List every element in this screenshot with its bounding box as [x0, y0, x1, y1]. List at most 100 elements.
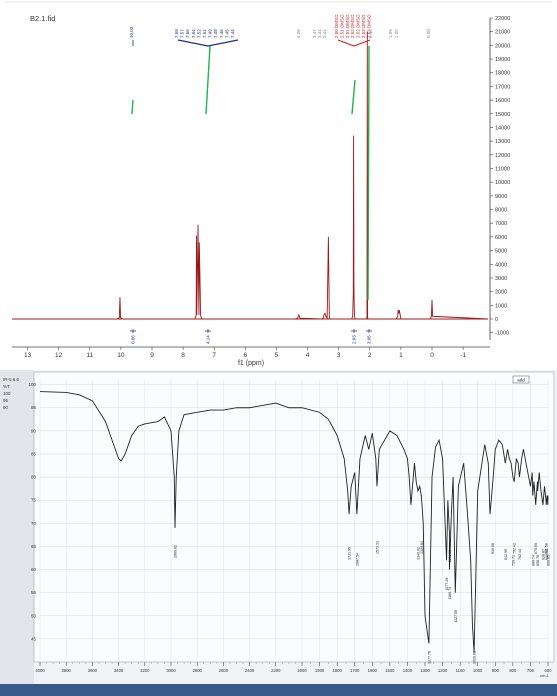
nmr-peak-labels-other: 4.28 3.47 3.44 3.41 2.08 1.09 1.05 0.00 — [296, 29, 431, 38]
nmr-peak-label-gray: 1.05 — [394, 29, 399, 38]
nmr-integral-curve-dmso-region — [351, 79, 356, 115]
ir-x-tick-label: 900 — [492, 668, 500, 673]
ir-y-tick-label: 95 — [31, 405, 37, 410]
nmr-peak-label-gray: 3.44 — [317, 29, 322, 38]
ir-peak-label: 1340.02 — [416, 547, 420, 560]
nmr-x-tick-label: 10 — [117, 352, 125, 359]
nmr-y-tick-label: 2000 — [495, 290, 507, 296]
nmr-peak-label-blue: 7.48 — [213, 29, 218, 38]
ir-peak-label: 1020.61 — [473, 651, 477, 664]
nmr-y-tick-label: 10000 — [495, 180, 510, 186]
ir-y-tick-label: 45 — [31, 636, 37, 641]
nmr-peak-label-blue: 7.46 — [219, 29, 224, 38]
ir-side-text-line: 90 — [3, 405, 9, 410]
nmr-y-tick-label: 17000 — [495, 84, 510, 90]
ir-peak-label: 609.90 — [545, 549, 549, 560]
nmr-peak-label-red: 2.53 DMSO — [361, 14, 366, 38]
ir-side-panel-text: IR-5.6.6 %T 100 95 90 — [3, 377, 20, 410]
ir-peak-label: 1687.54 — [355, 553, 359, 566]
nmr-peak-label-blue: 10.03 — [129, 26, 134, 38]
ir-peak-label: 600.85 — [546, 555, 550, 566]
nmr-integral-label: 4.14 — [206, 335, 211, 344]
ir-x-tick-label: 3400 — [114, 668, 124, 673]
nmr-y-tick-label: 9000 — [495, 194, 507, 200]
ir-y-tick-label: 85 — [31, 451, 37, 456]
ir-x-tick-label: 1200 — [438, 668, 448, 673]
ir-peak-label: 1277.76 — [427, 651, 431, 664]
ir-y-tick-label: 55 — [31, 590, 37, 595]
nmr-y-tick-label: 16000 — [495, 98, 510, 104]
nmr-peak-label-blue: 7.45 — [224, 29, 229, 38]
nmr-x-tick-label: 7 — [212, 352, 216, 359]
ir-peak-label: 916.00 — [491, 543, 495, 554]
nmr-y-tick-label: 14000 — [495, 125, 510, 131]
ir-y-tick-label: 75 — [31, 498, 37, 503]
nmr-y-tick-label: 11000 — [495, 167, 510, 173]
nmr-integral-bracket — [351, 329, 357, 333]
ir-y-tick-label: 80 — [31, 475, 37, 480]
ir-y-tick-label: 50 — [31, 613, 37, 618]
nmr-y-axis: 2200021000200001900018000170001600015000… — [489, 16, 510, 340]
ir-peak-label: 1161.00 — [448, 550, 452, 563]
nmr-x-tick-label: -1 — [460, 352, 466, 359]
ir-peak-label: 1731.95 — [348, 547, 352, 560]
ir-peak-label: 762.44 — [518, 549, 522, 560]
nmr-y-tick-label: 0 — [495, 317, 498, 323]
ir-add-button-label[interactable]: add — [517, 378, 525, 383]
ir-x-tick-label: 600 — [545, 668, 553, 673]
nmr-y-tick-label: 18000 — [495, 71, 510, 77]
ir-peak-label: 799.71 — [511, 555, 515, 566]
nmr-y-tick-label: 19000 — [495, 57, 510, 63]
nmr-peak-label-blue: 7.57 — [180, 29, 185, 38]
ir-x-tick-label: 2600 — [219, 668, 229, 673]
ir-y-tick-label: 60 — [31, 567, 37, 572]
ir-peak-labels: 2969.62 1731.95 1687.54 1573.31 1340.02 1277.… — [173, 541, 550, 664]
nmr-integral-label: 3.05 — [367, 335, 372, 344]
ir-peak-label: 1177.29 — [445, 578, 449, 591]
ir-x-tick-label: 3600 — [88, 668, 98, 673]
nmr-peak-label-gray: 0.00 — [426, 29, 431, 38]
nmr-peak-label-gray: 1.09 — [388, 29, 393, 38]
nmr-peak-label-blue: 7.58 — [174, 29, 179, 38]
nmr-integral-curves — [131, 45, 370, 301]
ir-plot-area — [33, 371, 555, 663]
nmr-peak-label-red: 2.52 DMSO — [350, 14, 355, 38]
nmr-integral-bracket — [205, 329, 211, 333]
ir-peak-label: 792.42 — [513, 543, 517, 554]
ir-peak-label: 628.87 — [541, 549, 545, 560]
ir-add-button[interactable]: add — [512, 375, 530, 384]
nmr-x-tick-label: 5 — [275, 352, 279, 359]
nmr-y-tick-label: -1000 — [495, 331, 509, 337]
ir-x-unit: cm-1 — [540, 673, 550, 678]
nmr-x-tick-label: 4 — [306, 352, 310, 359]
nmr-integral-bracket — [130, 329, 136, 333]
nmr-x-tick-label: 12 — [55, 352, 63, 359]
nmr-red-leader-fan — [337, 39, 371, 47]
nmr-peak-label-gray: 3.47 — [312, 29, 317, 38]
nmr-y-tick-label: 1000 — [495, 303, 507, 309]
ir-x-tick-label: 800 — [509, 668, 517, 673]
nmr-y-tick-label: 4000 — [495, 262, 507, 268]
nmr-x-tick-label: 6 — [244, 352, 248, 359]
ir-x-tick-label: 2800 — [193, 668, 203, 673]
ir-bottom-strip — [0, 684, 557, 696]
nmr-peak-label-blue: 7.51 — [202, 29, 207, 38]
nmr-y-tick-label: 12000 — [495, 153, 510, 159]
ir-peak-label: 842.99 — [504, 549, 508, 560]
nmr-spectrum-line — [12, 31, 489, 320]
nmr-y-ticks: 2200021000200001900018000170001600015000… — [490, 16, 510, 337]
nmr-peak-label-gray: 2.08 — [368, 29, 373, 38]
nmr-y-tick-label: 7000 — [495, 221, 507, 227]
nmr-peak-labels-aromatic: 10.03 7.58 7.57 7.56 7.54 7.52 7.51 7.49 7.48 7.4… — [129, 26, 235, 38]
nmr-peak-label-red: 2.51 DMSO — [339, 14, 344, 38]
nmr-x-tick-label: 9 — [150, 352, 154, 359]
nmr-y-tick-label: 3000 — [495, 276, 507, 282]
nmr-x-tick-label: 1 — [399, 352, 403, 359]
ir-add-button-box[interactable] — [512, 375, 530, 384]
nmr-integral-curve-methyl — [367, 45, 370, 301]
ir-y-tick-label: 65 — [31, 544, 37, 549]
nmr-integral-curve-aldehyde — [131, 99, 134, 115]
nmr-panel: B2.1.fid 2200021000200001900018000170001… — [5, 1, 552, 367]
nmr-peak-label-blue: 7.52 — [196, 29, 201, 38]
